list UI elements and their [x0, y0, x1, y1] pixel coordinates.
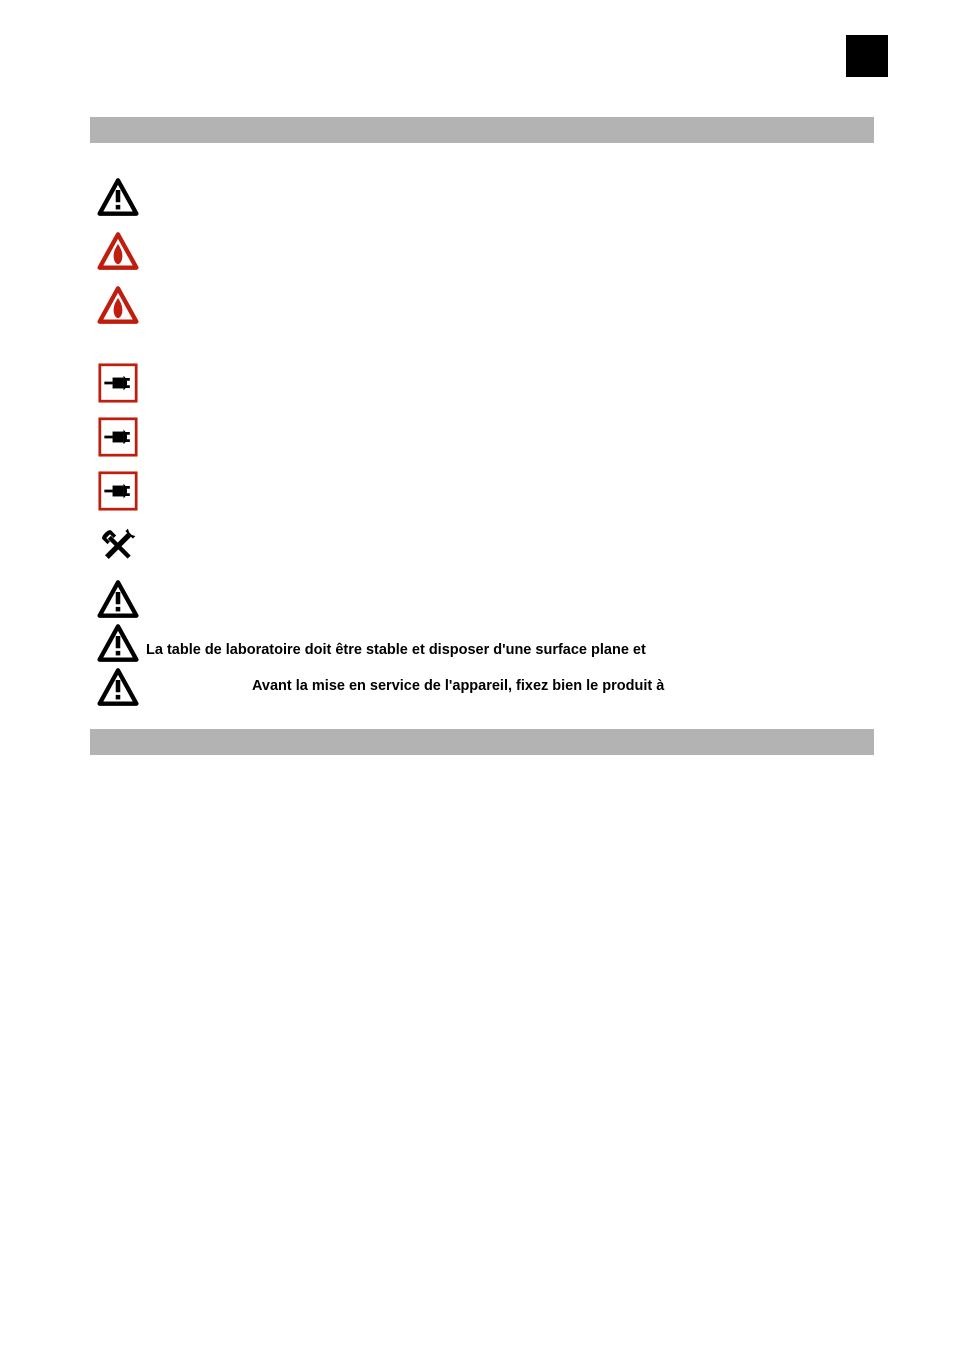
list-row	[90, 231, 874, 275]
page-root: La table de laboratoire doit être stable…	[0, 0, 954, 1350]
list-text: Avant la mise en service de l'appareil, …	[146, 667, 874, 711]
icon-cell	[90, 579, 146, 619]
list-text	[146, 579, 874, 623]
icon-cell	[90, 623, 146, 663]
section-band-2	[90, 729, 874, 755]
list-row	[90, 525, 874, 569]
list-text	[146, 471, 874, 515]
list-text: La table de laboratoire doit être stable…	[146, 623, 874, 667]
side-tab	[846, 35, 888, 77]
list-row	[90, 363, 874, 407]
icon-cell	[90, 231, 146, 271]
list-text	[146, 177, 874, 221]
list-row	[90, 579, 874, 623]
fire-triangle-icon	[97, 231, 139, 271]
icon-cell	[90, 667, 146, 707]
list-row: Avant la mise en service de l'appareil, …	[90, 667, 874, 711]
icon-cell	[90, 471, 146, 511]
warning-triangle-icon	[97, 579, 139, 619]
list-row	[90, 471, 874, 515]
plug-square-icon	[98, 417, 138, 457]
list-row: La table de laboratoire doit être stable…	[90, 623, 874, 667]
tools-crossed-icon	[97, 525, 139, 567]
list-text	[146, 285, 874, 329]
list-row	[90, 417, 874, 461]
list-text	[146, 363, 874, 407]
warning-triangle-icon	[97, 177, 139, 217]
section-band-1	[90, 117, 874, 143]
icon-cell	[90, 177, 146, 217]
warning-triangle-icon	[97, 667, 139, 707]
icon-cell	[90, 285, 146, 325]
bold-text-2: Avant la mise en service de l'appareil, …	[252, 678, 664, 694]
icon-cell	[90, 363, 146, 403]
list-text	[146, 417, 874, 461]
plug-square-icon	[98, 471, 138, 511]
icon-cell	[90, 417, 146, 457]
icon-cell	[90, 525, 146, 567]
safety-list: La table de laboratoire doit être stable…	[90, 177, 874, 711]
fire-triangle-icon	[97, 285, 139, 325]
spacer	[90, 339, 874, 363]
warning-triangle-icon	[97, 623, 139, 663]
list-text	[146, 525, 874, 569]
plug-square-icon	[98, 363, 138, 403]
bold-text-1: La table de laboratoire doit être stable…	[146, 642, 646, 658]
list-row	[90, 285, 874, 329]
list-row	[90, 177, 874, 221]
list-text	[146, 231, 874, 275]
